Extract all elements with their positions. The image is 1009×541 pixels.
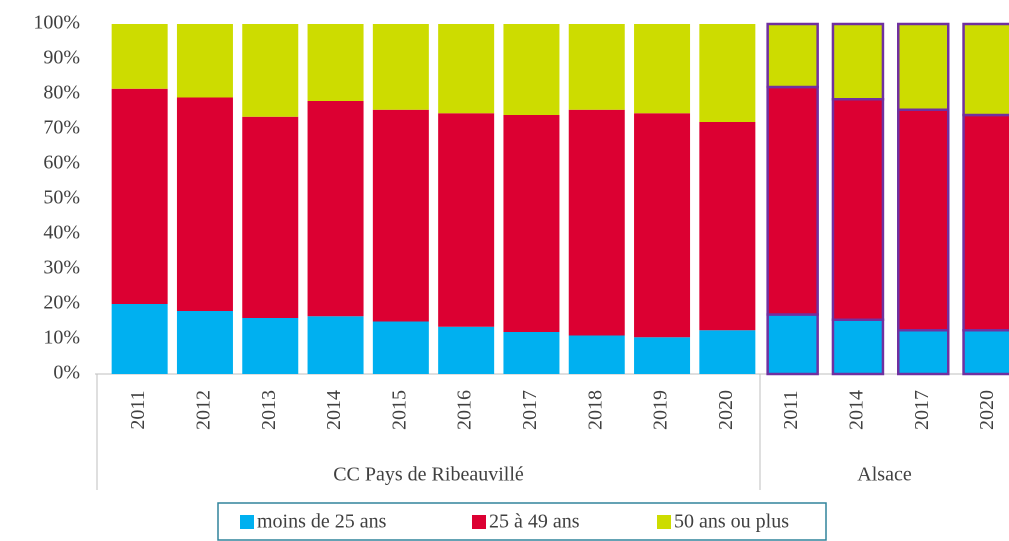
bar-segment	[897, 108, 950, 332]
bar-segment	[242, 116, 299, 318]
bar-segment	[438, 113, 495, 327]
y-tick-label: 40%	[43, 222, 80, 244]
legend-box	[217, 502, 827, 541]
bar-segment	[503, 332, 560, 374]
y-tick-label: 60%	[43, 152, 80, 174]
y-tick-label: 90%	[43, 47, 80, 69]
y-tick-label: 70%	[43, 117, 80, 139]
bar-segment	[634, 337, 691, 374]
legend-swatch	[657, 515, 671, 529]
bar-segment	[438, 326, 495, 374]
x-tick-label: 2014	[846, 390, 868, 430]
x-tick-label: 2018	[584, 390, 606, 430]
bar-segment	[897, 22, 950, 111]
y-tick-label: 0%	[53, 362, 80, 384]
bar-segment	[766, 22, 819, 89]
bar-segment	[831, 318, 885, 376]
legend-swatch	[472, 515, 486, 529]
bar-segment	[372, 24, 429, 110]
bar-segment	[634, 113, 691, 338]
y-tick-label: 10%	[43, 327, 80, 349]
x-tick-label: 2019	[650, 390, 672, 430]
bar-segment	[438, 24, 495, 114]
bar-segment	[699, 24, 756, 122]
bar-segment	[699, 122, 756, 331]
bar-segment	[111, 88, 168, 304]
x-tick-label: 2014	[323, 390, 345, 430]
bar-segment	[176, 24, 233, 98]
legend-swatch	[240, 515, 254, 529]
bar-segment	[962, 113, 1009, 332]
x-tick-label: 2011	[127, 390, 149, 429]
x-tick-label: 2017	[519, 390, 541, 430]
y-tick-label: 80%	[43, 82, 80, 104]
legend-label: 25 à 49 ans	[489, 511, 580, 533]
bar-segment	[111, 304, 168, 374]
bar-segment	[307, 24, 364, 101]
x-tick-label: 2013	[258, 390, 280, 430]
bar-segment	[242, 318, 299, 374]
bar-segment	[831, 98, 885, 321]
bar-segment	[568, 335, 625, 374]
bar-segment	[766, 313, 819, 376]
bar-segment	[568, 109, 625, 336]
bar-segment	[962, 329, 1009, 376]
legend-label: 50 ans ou plus	[674, 511, 789, 533]
bar-segment	[634, 24, 691, 114]
legend-label: moins de 25 ans	[257, 511, 387, 533]
bar-segment	[766, 85, 819, 316]
bar-segment	[831, 22, 885, 101]
bar-segment	[503, 24, 560, 115]
group-label: Alsace	[857, 464, 912, 486]
x-tick-label: 2016	[454, 390, 476, 430]
bar-segment	[568, 24, 625, 110]
y-tick-label: 30%	[43, 257, 80, 279]
bar-segment	[307, 316, 364, 374]
x-tick-label: 2020	[976, 390, 998, 430]
y-tick-label: 50%	[43, 187, 80, 209]
x-tick-label: 2015	[388, 390, 410, 430]
bar-segment	[372, 109, 429, 322]
bar-segment	[503, 115, 560, 332]
x-tick-label: 2020	[715, 390, 737, 430]
y-tick-label: 20%	[43, 292, 80, 314]
bar-segment	[307, 101, 364, 317]
bar-segment	[111, 24, 168, 89]
x-tick-label: 2011	[780, 390, 802, 429]
bar-segment	[176, 311, 233, 374]
group-label: CC Pays de Ribeauvillé	[333, 464, 524, 486]
bar-segment	[897, 329, 950, 376]
x-tick-label: 2017	[911, 390, 933, 430]
bar-segment	[242, 24, 299, 117]
bar-segment	[962, 22, 1009, 117]
x-tick-label: 2012	[193, 390, 215, 430]
bar-segment	[699, 330, 756, 374]
y-tick-label: 100%	[33, 12, 80, 34]
bar-segment	[372, 321, 429, 374]
bar-segment	[176, 97, 233, 311]
